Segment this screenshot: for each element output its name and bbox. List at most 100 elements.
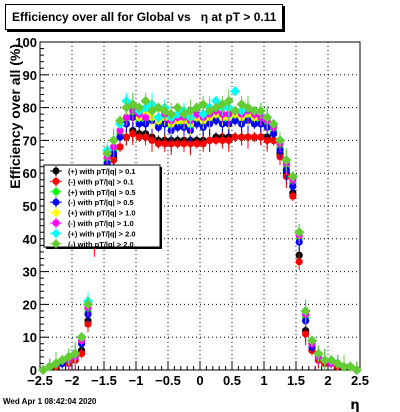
data-point [230,86,241,97]
data-point [167,140,175,148]
data-point [166,109,177,120]
legend-marker [52,198,60,206]
y-tick-label: 20 [23,297,37,312]
x-tick-label: 1.5 [287,373,305,388]
data-point [193,120,201,128]
data-point [135,133,143,141]
y-tick-label: 100 [15,35,37,50]
data-point [174,123,182,131]
data-point [307,335,317,346]
data-point [122,113,130,122]
data-point [223,96,234,107]
data-point [180,140,188,148]
data-point [154,140,162,148]
data-point [300,305,311,316]
data-point [351,365,362,375]
legend-entry: (+) with pT/|q| > 0.1 [68,167,136,176]
data-point [262,112,273,123]
data-point [193,110,201,118]
y-tick-label: 80 [23,101,37,116]
data-point [116,133,124,141]
data-point [295,258,303,266]
x-tick-label: 0 [196,373,203,388]
y-tick-label: 70 [23,133,37,148]
legend-entry: (+) with pT/|q| > 0.5 [68,188,136,197]
data-point [263,136,271,144]
data-point [122,133,130,141]
x-tick-label: 1 [260,373,267,388]
data-point [302,330,310,338]
data-point [319,355,330,366]
chart-title: Efficiency over all for Global vs η at p… [5,4,284,30]
y-tick-label: 60 [23,166,37,181]
data-point [193,140,201,148]
y-tick-label: 30 [23,265,37,280]
data-point [142,133,150,141]
x-tick-label: 0.5 [223,373,241,388]
legend-marker [52,177,60,185]
legend-entry: (-) with pT/|q| > 0.5 [68,198,134,207]
data-point [270,136,278,144]
legend-marker [52,188,60,196]
data-point [294,227,305,238]
data-point [313,348,324,359]
data-point [186,140,194,148]
data-point [115,115,125,126]
y-tick-label: 90 [23,68,37,83]
data-point [231,133,239,141]
data-point [116,143,124,151]
data-point [148,136,156,144]
x-tick-label: −2 [65,373,80,388]
legend-marker [51,228,61,238]
data-point [206,136,214,144]
data-point [230,105,241,116]
y-tick-label: 10 [23,330,37,345]
data-point [249,105,260,116]
data-point [250,120,258,128]
x-tick-label: −1.5 [91,373,117,388]
data-point [116,126,124,135]
legend-entry: (-) with pT/|q| > 2.0 [68,240,134,249]
data-point [275,135,285,146]
data-point [140,96,151,107]
legend-entry: (+) with pT/|q| > 1.0 [68,209,136,218]
y-tick-label: 0 [30,363,37,378]
x-tick-label: −0.5 [155,373,181,388]
data-point [83,299,93,310]
data-point [250,133,258,141]
data-point [255,105,266,116]
data-point [225,136,233,144]
data-point [198,99,209,110]
data-point [154,123,162,131]
data-point [289,192,297,200]
y-tick-label: 40 [23,232,37,247]
data-point [244,133,252,141]
x-tick-label: 2.5 [351,373,369,388]
x-tick-label: −1 [129,373,144,388]
data-point [270,130,278,138]
data-point [287,171,298,182]
data-point [289,182,297,190]
data-point [231,117,239,125]
data-point [135,120,143,128]
data-point [218,136,226,144]
data-point [102,148,113,159]
data-point [70,348,81,359]
data-point [268,119,279,129]
data-point [129,130,137,138]
data-point [281,155,292,166]
y-tick-label: 50 [23,199,37,214]
legend-marker [52,167,60,175]
x-axis-label: η [350,398,359,412]
data-point [238,133,246,141]
data-point [257,133,265,141]
x-tick-label: −2.5 [27,373,53,388]
data-point [199,140,207,148]
legend-marker [51,239,61,249]
data-point [161,140,169,148]
data-point [142,113,150,122]
series-7 [38,89,362,375]
data-point [212,136,220,144]
legend-marker [52,209,60,217]
